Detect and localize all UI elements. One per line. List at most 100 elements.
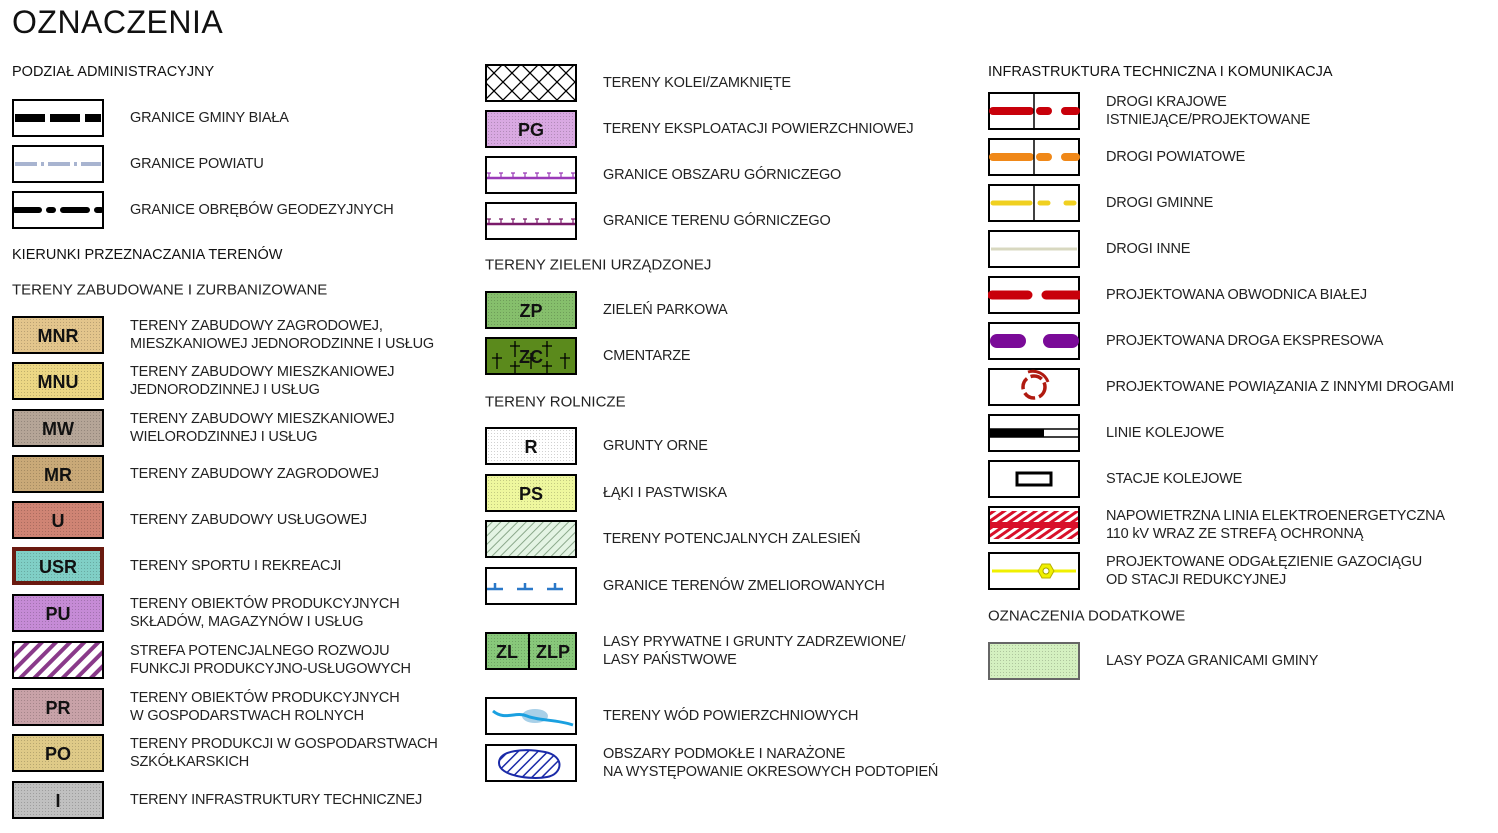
legend-item-label: NAPOWIETRZNA LINIA ELEKTROENERGETYCZNA 1… [1106,508,1445,542]
legend-item-label: DROGI INNE [1106,241,1191,257]
legend-item-label: TERENY ZABUDOWY ZAGRODOWEJ, MIESZKANIOWE… [130,318,434,352]
legend-item-label: TERENY EKSPLOATACJI POWIERZCHNIOWEJ [603,121,914,137]
svg-text:U: U [52,511,65,531]
swatch-road-line-icon [988,230,1080,268]
legend-item-label: PROJEKTOWANE ODGAŁĘZIENIE GAZOCIĄGU OD S… [1106,554,1423,588]
swatch-road-split-icon [988,138,1080,176]
swatch-gmina-boundary-line-icon [12,99,104,137]
legend-item-label: TERENY OBIEKTÓW PRODUKCYJNYCH W GOSPODAR… [130,690,400,724]
legend-item-label: CMENTARZE [603,348,691,364]
section-subheader: TERENY ROLNICZE [485,393,626,411]
swatch-ps-icon: PS [485,474,577,512]
swatch-power-line-icon [988,506,1080,544]
section-header: INFRASTRUKTURA TECHNICZNA I KOMUNIKACJA [988,64,1333,80]
svg-text:ZP: ZP [519,301,542,321]
swatch-powiat-boundary-line-icon [12,145,104,183]
section-subheader: OZNACZENIA DODATKOWE [988,607,1186,625]
legend-item-label: TERENY KOLEI/ZAMKNIĘTE [603,75,791,91]
swatch-fill-icon [988,642,1080,680]
legend-item-label: DROGI KRAJOWE ISTNIEJĄCE/PROJEKTOWANE [1106,94,1311,128]
legend-item-label: GRUNTY ORNE [603,438,708,454]
legend-item-label: PROJEKTOWANA OBWODNICA BIAŁEJ [1106,287,1367,303]
swatch-mr-icon: MR [12,455,104,493]
swatch-pr-icon: PR [12,688,104,726]
legend-item-label: TERENY ZABUDOWY USŁUGOWEJ [130,512,367,528]
legend-item-label: TERENY PRODUKCJI W GOSPODARSTWACH SZKÓŁK… [130,736,438,770]
legend-item-label: LINIE KOLEJOWE [1106,425,1225,441]
legend-item-label: PROJEKTOWANA DROGA EKSPRESOWA [1106,333,1384,349]
legend-item-label: GRANICE TERENU GÓRNICZEGO [603,213,831,229]
legend-item-label: GRANICE TERENÓW ZMELIOROWANYCH [603,578,885,594]
swatch-zc-icon: ZC [485,337,577,375]
swatch-split-fill-icon: ZL ZLP [485,632,577,670]
swatch-precinct-boundary-line-icon [12,191,104,229]
svg-text:PR: PR [45,698,70,718]
legend-item-label: GRANICE GMINY BIAŁA [130,110,289,126]
svg-text:ZL: ZL [496,642,518,662]
svg-text:PS: PS [519,484,543,504]
swatch-gas-pipeline-icon [988,552,1080,590]
swatch-roundabout-icon [988,368,1080,406]
legend-item-label: TERENY INFRASTRUKTURY TECHNICZNEJ [130,792,423,808]
swatch-pu-icon: PU [12,594,104,632]
legend-item-label: OBSZARY PODMOKŁE I NARAŻONE NA WYSTĘPOWA… [603,746,939,780]
legend-item-label: TERENY ZABUDOWY MIESZKANIOWEJ WIELORODZI… [130,411,395,445]
legend-item-label: GRANICE OBRĘBÓW GEODEZYJNYCH [130,202,394,218]
svg-text:MW: MW [42,419,74,439]
legend-item-label: STREFA POTENCJALNEGO ROZWOJU FUNKCJI PRO… [130,643,411,677]
legend-item-label: LASY PRYWATNE I GRUNTY ZADRZEWIONE/ LASY… [603,634,906,668]
svg-text:ZLP: ZLP [536,642,570,662]
legend-item-label: ZIELEŃ PARKOWA [603,302,728,318]
svg-text:MNU: MNU [38,372,79,392]
section-header: KIERUNKI PRZEZNACZANIA TERENÓW [12,247,283,263]
swatch-crosshatch-icon [485,64,577,102]
swatch-mw-icon: MW [12,409,104,447]
swatch-usr-icon: USR [12,547,104,585]
swatch-road-split-thin-icon [988,184,1080,222]
swatch-wetland-icon [485,744,577,782]
legend-item-label: TERENY ZABUDOWY ZAGRODOWEJ [130,466,379,482]
swatch-mnu-icon: MNU [12,362,104,400]
swatch-r-icon: R [485,427,577,465]
svg-text:MNR: MNR [38,326,79,346]
legend-item-label: PROJEKTOWANE POWIĄZANIA Z INNYMI DROGAMI [1106,379,1455,395]
svg-text:USR: USR [39,557,77,577]
swatch-mnr-icon: MNR [12,316,104,354]
swatch-road-dashed-wide-icon [988,322,1080,360]
svg-text:MR: MR [44,465,72,485]
swatch-green-hatch-icon [485,520,577,558]
swatch-pg-icon: PG [485,110,577,148]
swatch-water-icon [485,697,577,735]
svg-text:PG: PG [518,120,544,140]
section-subheader: TERENY ZIELENI URZĄDZONEJ [485,256,712,274]
section-header: PODZIAŁ ADMINISTRACYJNY [12,64,215,80]
swatch-road-split-icon [988,92,1080,130]
swatch-i-icon: I [12,781,104,819]
swatch-railway-icon [988,414,1080,452]
svg-text:ZC: ZC [519,347,543,367]
swatch-u-icon: U [12,501,104,539]
legend-item-label: LASY POZA GRANICAMI GMINY [1106,653,1319,669]
legend-item-label: TERENY WÓD POWIERZCHNIOWYCH [603,708,859,724]
legend-item-label: GRANICE OBSZARU GÓRNICZEGO [603,167,842,183]
swatch-road-dashed-icon [988,276,1080,314]
swatch-mining-area-line-icon [485,202,577,240]
legend-item-label: STACJE KOLEJOWE [1106,471,1243,487]
swatch-po-icon: PO [12,734,104,772]
swatch-zp-icon: ZP [485,291,577,329]
legend-item-label: DROGI POWIATOWE [1106,149,1246,165]
swatch-mining-area-line-icon [485,156,577,194]
swatch-station-icon [988,460,1080,498]
legend-item-label: ŁĄKI I PASTWISKA [603,485,727,501]
legend-item-label: TERENY OBIEKTÓW PRODUKCYJNYCH SKŁADÓW, M… [130,596,400,630]
swatch-meliorated-line-icon [485,567,577,605]
svg-text:I: I [55,791,60,811]
legend-title: OZNACZENIA [12,4,224,40]
legend-item-label: GRANICE POWIATU [130,156,264,172]
legend-item-label: TERENY POTENCJALNYCH ZALESIEŃ [603,531,861,547]
section-subheader: TERENY ZABUDOWANE I ZURBANIZOWANE [12,281,328,299]
legend-item-label: TERENY SPORTU I REKREACJI [130,558,342,574]
swatch-purple-hatch-icon [12,641,104,679]
svg-text:R: R [525,437,538,457]
svg-text:PO: PO [45,744,71,764]
